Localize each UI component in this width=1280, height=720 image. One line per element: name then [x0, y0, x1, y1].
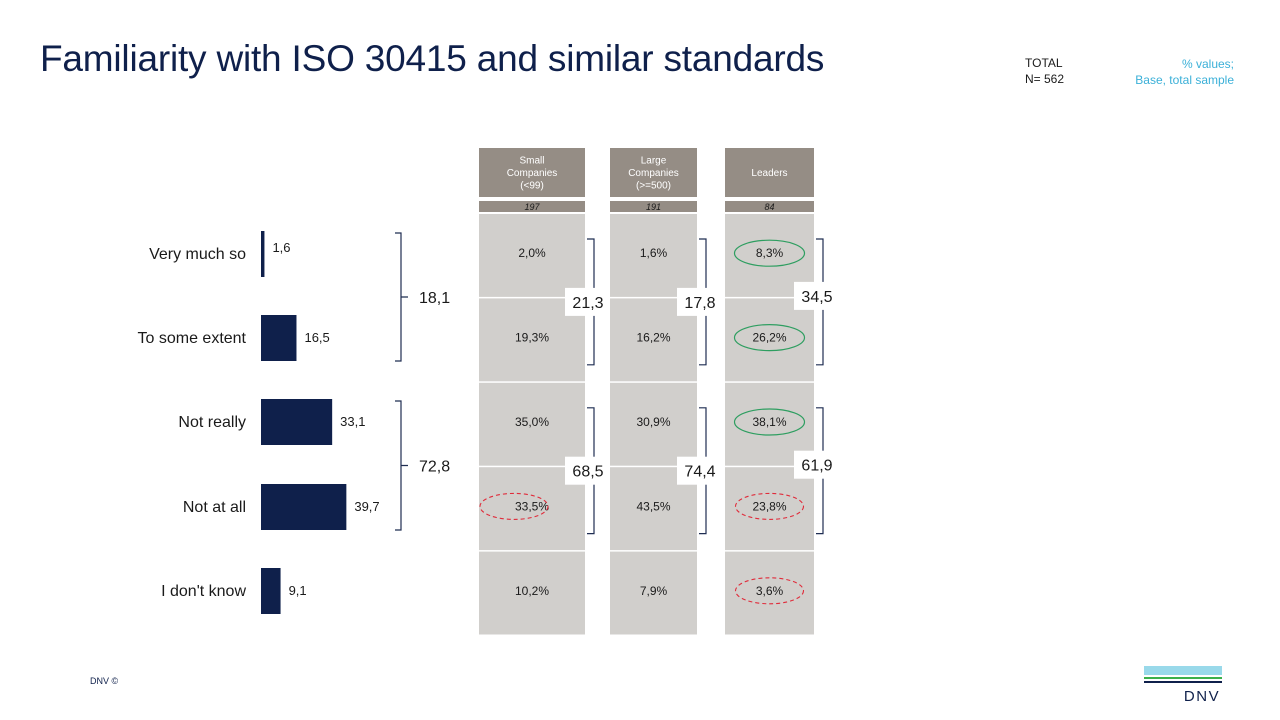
segment-value-label: 33,5% [515, 499, 549, 513]
page-title: Familiarity with ISO 30415 and similar s… [40, 38, 825, 79]
highlight-low [479, 492, 549, 520]
bar-value-label: 16,5 [304, 330, 329, 345]
segment-header-box [725, 148, 814, 197]
segment-base-box [479, 201, 585, 212]
segment-bracket-label-box [565, 456, 611, 485]
segment-bracket-label-box [565, 287, 611, 316]
total-n: N= 562 [1025, 72, 1065, 86]
bar [261, 484, 347, 530]
segment-value-label: 43,5% [636, 499, 670, 513]
segment-value-label: 8,3% [756, 246, 784, 260]
highlight-high [733, 324, 806, 352]
segment-cell [479, 551, 585, 635]
values-note: % values; Base, total sample [1135, 56, 1234, 88]
segment-bracket-label: 61,9 [801, 458, 832, 475]
segment-header-label: (>=500) [636, 180, 671, 191]
segment-value-label: 7,9% [640, 584, 668, 598]
segment-header-label: Companies [628, 168, 679, 179]
bar-value-label: 1,6 [272, 240, 290, 255]
segment-cell [479, 214, 585, 297]
segment-header-label: Leaders [751, 168, 787, 179]
segment-header-label: (<99) [520, 180, 544, 191]
bar [261, 315, 297, 361]
segment-bracket-label: 34,5 [801, 289, 832, 306]
segment-cell [725, 298, 814, 382]
segment-value-label: 35,0% [515, 415, 549, 429]
total-bracket [395, 400, 408, 531]
highlight-low [734, 577, 805, 605]
bar-value-label: 9,1 [289, 583, 307, 598]
bar-value-label: 39,7 [354, 499, 379, 514]
segment-header-label: Companies [507, 168, 558, 179]
segment-bracket-label-box [677, 456, 723, 485]
segment-bracket-label: 21,3 [572, 295, 603, 312]
highlight-low [734, 492, 805, 520]
dnv-logo: DNV [1144, 666, 1222, 705]
segment-bracket-label-box [794, 450, 840, 479]
segment-value-label: 26,2% [752, 331, 786, 345]
total-bracket-label: 18,1 [419, 290, 450, 307]
segment-value-label: 1,6% [640, 246, 668, 260]
segment-cell [725, 551, 814, 635]
segment-value-label: 38,1% [752, 415, 786, 429]
total-bracket-label: 72,8 [419, 459, 450, 476]
category-label: Not at all [183, 499, 246, 516]
segment-header-label: Large [641, 156, 667, 167]
values-note-line1: % values; [1181, 57, 1234, 71]
category-label: Not really [178, 414, 246, 431]
segment-bracket-label: 74,4 [684, 464, 715, 481]
bar-value-label: 33,1 [340, 414, 365, 429]
segment-bracket-label-box [794, 281, 840, 310]
segment-bracket-label-box [677, 287, 723, 316]
segment-value-label: 2,0% [518, 246, 546, 260]
svg-text:DNV: DNV [1184, 688, 1220, 705]
segment-base-n: 191 [646, 202, 661, 212]
segment-value-label: 16,2% [636, 331, 670, 345]
bar [261, 399, 333, 445]
total-bracket [395, 232, 408, 362]
bar [261, 568, 281, 614]
segment-base-box [725, 201, 814, 212]
segment-bracket-label: 68,5 [572, 464, 603, 481]
segment-base-n: 84 [764, 202, 774, 212]
segment-header-label: Small [519, 156, 544, 167]
segment-value-label: 10,2% [515, 584, 549, 598]
segment-value-label: 3,6% [756, 584, 784, 598]
category-label: Very much so [149, 246, 246, 263]
segment-cell [725, 467, 814, 551]
segment-base-box [610, 201, 697, 212]
segment-value-label: 30,9% [636, 415, 670, 429]
category-label: To some extent [138, 330, 247, 347]
segment-base-n: 197 [524, 202, 540, 212]
segment-value-label: 19,3% [515, 331, 549, 345]
segment-cell [610, 551, 697, 635]
values-note-line2: Base, total sample [1135, 73, 1234, 87]
segment-header-box [610, 148, 697, 197]
highlight-high [733, 239, 806, 267]
category-label: I don't know [161, 583, 246, 600]
total-sample-info: TOTAL N= 562 [1025, 55, 1064, 87]
segment-cell [610, 382, 697, 466]
segment-cell [479, 382, 585, 466]
total-label: TOTAL [1025, 56, 1063, 70]
segment-value-label: 23,8% [752, 499, 786, 513]
highlight-high [733, 408, 806, 436]
segment-header-box [479, 148, 585, 197]
bar [261, 231, 265, 277]
segment-cell [610, 214, 697, 297]
segment-bracket-label: 17,8 [684, 295, 715, 312]
footer-copyright: DNV © [90, 676, 119, 686]
